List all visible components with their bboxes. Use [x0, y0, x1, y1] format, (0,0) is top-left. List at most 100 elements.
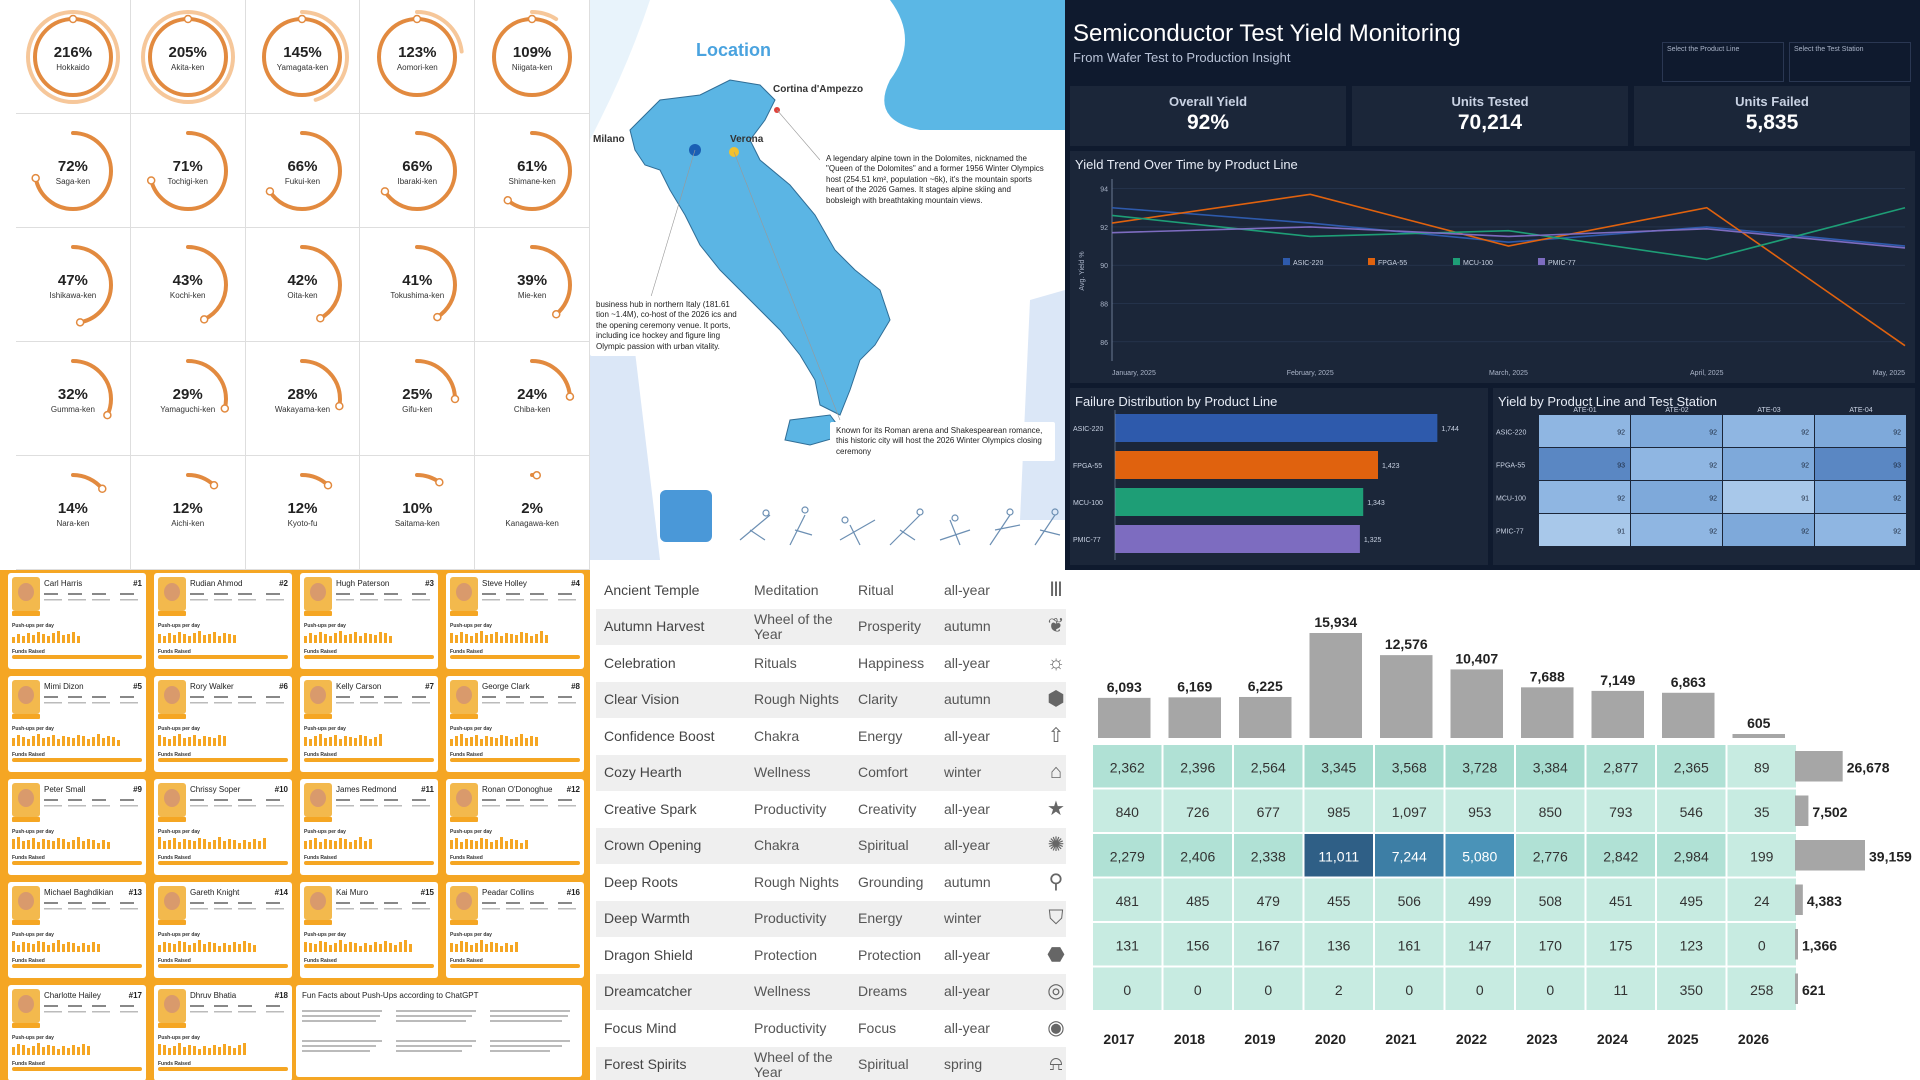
- heat-cell[interactable]: [1375, 789, 1444, 833]
- heat-cell[interactable]: [1727, 967, 1797, 1011]
- year-total-bar[interactable]: [1239, 696, 1292, 738]
- heat-cell[interactable]: [1234, 967, 1303, 1011]
- player-card[interactable]: Michael Baghdikian #13 Push-ups per day Fun…: [8, 882, 146, 978]
- heat-cell[interactable]: [1727, 789, 1797, 833]
- product-line-select[interactable]: Select the Product Line: [1662, 42, 1784, 82]
- heat-cell[interactable]: [1445, 967, 1515, 1011]
- heat-cell[interactable]: [1723, 514, 1814, 546]
- table-row[interactable]: Creative Spark Productivity Creativity all-…: [596, 791, 1066, 828]
- heat-cell[interactable]: [1723, 448, 1814, 480]
- heat-cell[interactable]: [1093, 923, 1162, 966]
- heat-cell[interactable]: [1163, 967, 1233, 1011]
- heat-cell[interactable]: [1657, 923, 1726, 966]
- heat-cell[interactable]: [1657, 967, 1726, 1011]
- heat-cell[interactable]: [1304, 878, 1374, 922]
- table-row[interactable]: Cozy Hearth Wellness Comfort winter ⌂: [596, 754, 1066, 791]
- heat-cell[interactable]: [1375, 834, 1444, 877]
- table-row[interactable]: Focus Mind Productivity Focus all-year ◉: [596, 1010, 1066, 1047]
- heat-cell[interactable]: [1631, 448, 1722, 480]
- heat-cell[interactable]: [1516, 878, 1585, 922]
- heat-cell[interactable]: [1375, 878, 1444, 922]
- player-card[interactable]: George Clark #8 Push-ups per day Funds Rais…: [446, 676, 584, 772]
- year-total-bar[interactable]: [1450, 669, 1504, 738]
- heat-cell[interactable]: [1163, 878, 1233, 922]
- heat-cell[interactable]: [1586, 789, 1656, 833]
- heat-cell[interactable]: [1723, 481, 1814, 513]
- player-card[interactable]: Mimi Dizon #5 Push-ups per day Funds Raised: [8, 676, 146, 772]
- heat-cell[interactable]: [1304, 789, 1374, 833]
- heat-cell[interactable]: [1163, 923, 1233, 966]
- heat-cell[interactable]: [1516, 967, 1585, 1011]
- heat-cell[interactable]: [1163, 789, 1233, 833]
- heat-cell[interactable]: [1815, 514, 1906, 546]
- failure-bar-asic-220[interactable]: [1115, 414, 1438, 442]
- table-row[interactable]: Celebration Rituals Happiness all-year ☼: [596, 645, 1066, 682]
- heat-cell[interactable]: [1093, 834, 1162, 877]
- heat-cell[interactable]: [1539, 481, 1630, 513]
- player-card[interactable]: Rory Walker #6 Push-ups per day Funds Raise…: [154, 676, 292, 772]
- row-total-bar[interactable]: [1795, 795, 1809, 827]
- table-row[interactable]: Dreamcatcher Wellness Dreams all-year ◎: [596, 973, 1066, 1010]
- row-total-bar[interactable]: [1795, 840, 1865, 871]
- heat-cell[interactable]: [1445, 834, 1515, 877]
- heat-cell[interactable]: [1234, 923, 1303, 966]
- heat-cell[interactable]: [1445, 745, 1515, 788]
- player-card[interactable]: Hugh Paterson #3 Push-ups per day Funds Rai…: [300, 573, 438, 669]
- series-line-fpga-55[interactable]: [1111, 193, 1906, 347]
- heat-cell[interactable]: [1163, 834, 1233, 877]
- row-total-bar[interactable]: [1795, 929, 1798, 960]
- heat-cell[interactable]: [1657, 789, 1726, 833]
- player-card[interactable]: Kai Muro #15 Push-ups per day Funds Raised: [300, 882, 438, 978]
- heat-cell[interactable]: [1586, 834, 1656, 877]
- year-total-bar[interactable]: [1168, 697, 1222, 738]
- series-line-pmic-77[interactable]: [1111, 226, 1906, 249]
- heat-cell[interactable]: [1516, 789, 1585, 833]
- row-total-bar[interactable]: [1795, 884, 1803, 916]
- table-row[interactable]: Forest Spirits Wheel of the Year Spiritual…: [596, 1046, 1066, 1080]
- heat-cell[interactable]: [1815, 481, 1906, 513]
- player-card[interactable]: Steve Holley #4 Push-ups per day Funds Rais…: [446, 573, 584, 669]
- heat-cell[interactable]: [1375, 923, 1444, 966]
- series-line-mcu-100[interactable]: [1111, 206, 1906, 261]
- player-card[interactable]: Charlotte Hailey #17 Push-ups per day Funds…: [8, 985, 146, 1080]
- player-card[interactable]: Carl Harris #1 Push-ups per day Funds Raise…: [8, 573, 146, 669]
- heat-cell[interactable]: [1445, 789, 1515, 833]
- heat-cell[interactable]: [1727, 923, 1797, 966]
- series-line-asic-220[interactable]: [1111, 206, 1906, 247]
- player-card[interactable]: Dhruv Bhatia #18 Push-ups per day Funds Rai…: [154, 985, 292, 1080]
- player-card[interactable]: James Redmond #11 Push-ups per day Funds Ra…: [300, 779, 438, 875]
- failure-bar-pmic-77[interactable]: [1115, 525, 1360, 553]
- table-row[interactable]: Ancient Temple Meditation Ritual all-year Ⅲ: [596, 572, 1066, 609]
- year-total-bar[interactable]: [1098, 697, 1151, 738]
- heat-cell[interactable]: [1093, 789, 1162, 833]
- heat-cell[interactable]: [1727, 745, 1797, 788]
- year-total-bar[interactable]: [1591, 690, 1645, 738]
- heat-cell[interactable]: [1234, 745, 1303, 788]
- table-row[interactable]: Crown Opening Chakra Spiritual all-year ✺: [596, 827, 1066, 864]
- player-card[interactable]: Peadar Collins #16 Push-ups per day Funds R…: [446, 882, 584, 978]
- row-total-bar[interactable]: [1795, 973, 1798, 1005]
- failure-bar-mcu-100[interactable]: [1115, 488, 1364, 516]
- table-row[interactable]: Autumn Harvest Wheel of the Year Prosperit…: [596, 608, 1066, 645]
- heat-cell[interactable]: [1445, 878, 1515, 922]
- test-station-select[interactable]: Select the Test Station: [1789, 42, 1911, 82]
- heat-cell[interactable]: [1539, 514, 1630, 546]
- year-total-bar[interactable]: [1309, 633, 1363, 738]
- player-card[interactable]: Ronan O'Donoghue #12 Push-ups per day Funds…: [446, 779, 584, 875]
- heat-cell[interactable]: [1093, 878, 1162, 922]
- heat-cell[interactable]: [1304, 834, 1374, 877]
- heat-cell[interactable]: [1445, 923, 1515, 966]
- heat-cell[interactable]: [1234, 878, 1303, 922]
- heat-cell[interactable]: [1539, 415, 1630, 447]
- heat-cell[interactable]: [1631, 481, 1722, 513]
- year-total-bar[interactable]: [1662, 692, 1715, 738]
- heat-cell[interactable]: [1815, 415, 1906, 447]
- heat-cell[interactable]: [1631, 415, 1722, 447]
- heat-cell[interactable]: [1375, 967, 1444, 1011]
- player-card[interactable]: Gareth Knight #14 Push-ups per day Funds Ra…: [154, 882, 292, 978]
- heat-cell[interactable]: [1093, 745, 1162, 788]
- heat-cell[interactable]: [1234, 834, 1303, 877]
- heat-cell[interactable]: [1234, 789, 1303, 833]
- player-card[interactable]: Kelly Carson #7 Push-ups per day Funds Rais…: [300, 676, 438, 772]
- heat-cell[interactable]: [1375, 745, 1444, 788]
